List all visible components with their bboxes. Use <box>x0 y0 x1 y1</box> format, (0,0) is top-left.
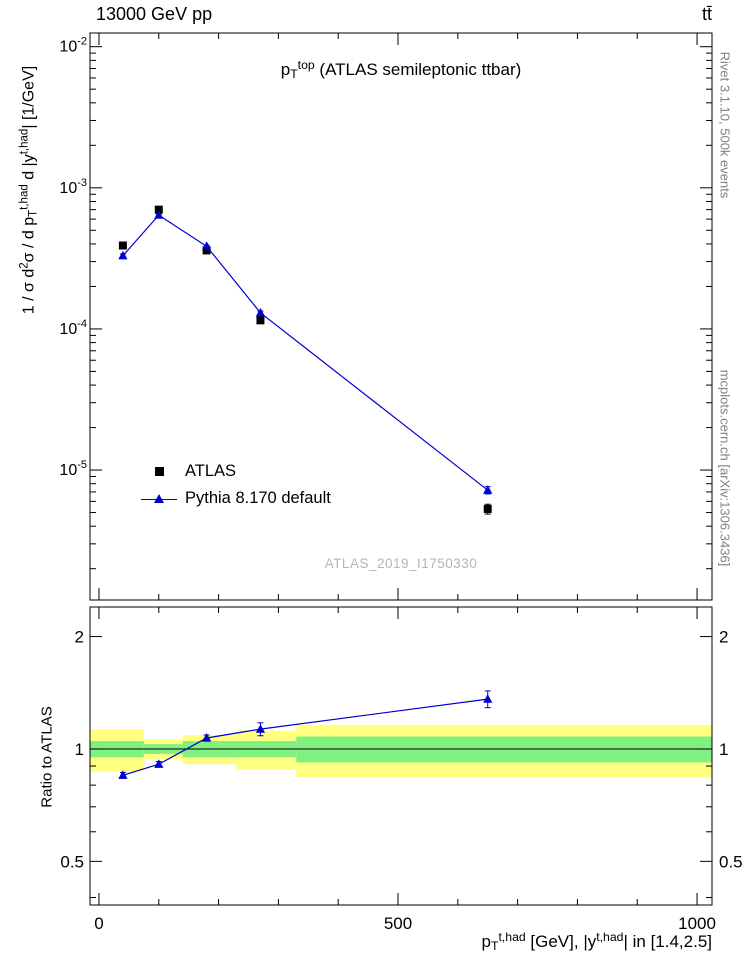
data-point-triangle <box>483 694 493 703</box>
mcplots-credit-note: mcplots.cern.ch [arXiv:1306.3436] <box>717 369 733 567</box>
watermark: ATLAS_2019_I1750330 <box>324 556 478 571</box>
panel-ratio: 0 500 1000 2 2 1 1 0.5 0.5 <box>60 606 743 933</box>
y-axis-title-main: 1 / σ d2σ / d pTt,had d |yt,had| [1/GeV] <box>18 65 40 315</box>
y-tick-label: 10-2 <box>59 36 87 56</box>
data-point-triangle <box>202 241 212 250</box>
y-tick-label: 10-5 <box>59 459 87 479</box>
frame <box>89 606 713 906</box>
data-point-square <box>154 205 163 214</box>
series-pythia-8-170-default <box>118 210 493 495</box>
legend-label: ATLAS <box>185 462 237 480</box>
data-point-square <box>256 316 265 325</box>
data-point-triangle <box>255 307 266 317</box>
y-tick-label-right: 2 <box>719 628 728 647</box>
data-point-square <box>118 241 127 250</box>
plot-title: pTtop (ATLAS semileptonic ttbar) <box>280 58 522 82</box>
data-point-triangle <box>118 250 128 260</box>
y-tick-label-right: 0.5 <box>719 852 743 871</box>
x-axis-title: pTt,had [GeV], |yt,had| in [1.4,2.5] <box>481 930 712 954</box>
data-point-triangle <box>118 770 128 779</box>
y-axis-title-ratio: Ratio to ATLAS <box>38 706 56 808</box>
series-atlas <box>118 205 492 515</box>
rivet-version-note: Rivet 3.1.10, 500k events <box>717 51 733 199</box>
frame <box>89 32 713 601</box>
data-point-square <box>483 504 492 513</box>
y-tick-label: 10-4 <box>59 318 87 338</box>
y-tick-label-right: 1 <box>719 740 728 759</box>
data-point-triangle <box>154 210 164 219</box>
header-process: tt̄ <box>701 4 712 24</box>
square-marker-icon <box>140 465 178 479</box>
series-pythia-atlas <box>118 690 493 779</box>
legend-item: Pythia 8.170 default <box>140 485 331 512</box>
y-tick-label: 10-3 <box>59 177 87 197</box>
triangle-line-marker-icon <box>140 492 178 506</box>
data-point-triangle <box>483 485 493 494</box>
legend-label: Pythia 8.170 default <box>185 489 331 507</box>
header-beam-energy: 13000 GeV pp <box>96 4 213 24</box>
x-tick-label: 1000 <box>678 914 716 933</box>
data-point-triangle <box>202 732 212 742</box>
y-tick-label: 1 <box>75 740 84 759</box>
legend-item: ATLAS <box>140 458 331 485</box>
x-tick-label: 0 <box>94 914 103 933</box>
data-point-square <box>202 246 211 255</box>
legend: ATLAS Pythia 8.170 default <box>140 458 331 512</box>
data-point-triangle <box>255 724 266 733</box>
data-point-triangle <box>154 759 164 768</box>
y-tick-label: 0.5 <box>60 852 84 871</box>
panel-spectrum: 10-5 10-4 10-3 10-2 <box>59 32 713 601</box>
y-tick-label: 2 <box>75 628 84 647</box>
green-uncertainty-band <box>296 736 712 763</box>
x-tick-label: 500 <box>384 914 412 933</box>
